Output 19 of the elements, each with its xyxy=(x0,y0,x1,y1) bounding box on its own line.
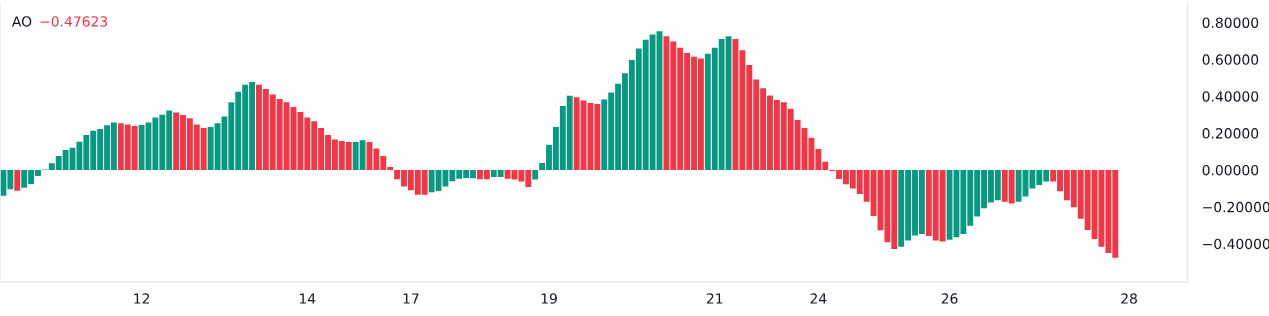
y-tick-label: 0.60000 xyxy=(1202,54,1259,65)
x-tick-label: 28 xyxy=(1121,293,1137,304)
y-tick-label: −0.40000 xyxy=(1203,238,1269,250)
y-tick-label: 0.80000 xyxy=(1202,17,1259,28)
annotation: −0.47623 xyxy=(40,16,108,27)
x-tick-label: 17 xyxy=(403,293,419,304)
x-tick-label: 26 xyxy=(941,293,958,304)
y-tick-label: −0.20000 xyxy=(1203,201,1269,213)
y-tick-label: 0.00000 xyxy=(1202,164,1259,176)
y-tick-label: 0.20000 xyxy=(1202,128,1259,139)
x-tick-label: 14 xyxy=(299,293,316,304)
y-tick-label: 0.40000 xyxy=(1202,91,1259,102)
x-tick-label: 12 xyxy=(134,293,150,304)
x-tick-label: 24 xyxy=(810,293,827,304)
bar xyxy=(532,169,539,180)
text: AO xyxy=(11,16,32,27)
bar xyxy=(14,169,21,191)
x-tick-label: 21 xyxy=(706,293,723,304)
x-tick-label: 19 xyxy=(541,293,557,304)
